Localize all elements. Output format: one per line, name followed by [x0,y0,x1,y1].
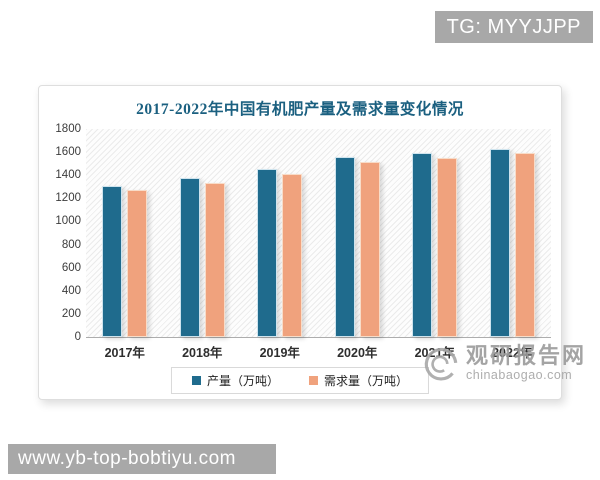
x-tick-label: 2022年 [492,346,533,360]
legend: 产量（万吨） 需求量（万吨） [170,367,430,394]
bar-group [474,129,552,337]
watermark-text: 观研报告网 chinabaogao.com [466,344,586,383]
watermark-swirl-icon [420,344,462,391]
x-tick-label: 2019年 [259,346,300,360]
plot-area [86,129,551,338]
bar-series-0 [257,168,278,337]
bar-series-0 [334,156,355,337]
bar-group [86,129,164,337]
legend-item-0: 产量（万吨） [191,372,279,389]
y-tick-label: 400 [61,284,81,297]
bar-series-1 [282,173,303,337]
y-tick-label: 800 [61,238,81,251]
bar-group [164,129,242,337]
bar-series-1 [127,190,148,337]
y-tick-label: 1600 [55,146,81,159]
bar-series-1 [204,182,225,337]
bar-series-1 [437,157,458,337]
watermark: 观研报告网 chinabaogao.com [420,344,590,391]
chart-title: 2017-2022年中国有机肥产量及需求量变化情况 [136,101,464,118]
url-bar: www.yb-top-bobtiyu.com [8,444,276,474]
x-tick-label: 2020年 [337,346,378,360]
y-axis: 0 200 400 600 800 1000 1200 1400 1600 1800 [39,123,81,343]
watermark-domain: chinabaogao.com [466,368,573,382]
legend-label: 产量（万吨） [206,374,279,388]
bar-series-1 [359,161,380,337]
legend-label: 需求量（万吨） [324,374,409,388]
legend-swatch-icon [191,376,201,385]
legend-item-1: 需求量（万吨） [309,372,408,389]
watermark-name: 观研报告网 [466,343,587,368]
legend-swatch-icon [309,376,318,385]
y-tick-label: 1800 [55,123,81,135]
bar-series-0 [179,178,200,337]
y-tick-label: 200 [61,307,81,320]
bar-series-0 [102,185,123,337]
chart-card: 2017-2022年中国有机肥产量及需求量变化情况 0 200 400 600 800 1… [38,85,562,400]
bar-group [241,129,319,337]
bar-series-1 [514,153,535,337]
bar-series-0 [412,153,433,337]
y-tick-label: 1000 [55,215,81,228]
bar-group [319,129,397,337]
y-tick-label: 1200 [55,192,81,205]
y-tick-label: 600 [61,261,81,274]
bar-series-0 [489,148,510,337]
y-tick-label: 0 [74,331,81,343]
y-tick-label: 1400 [55,169,81,182]
telegram-badge: TG: MYYJJPP [434,11,593,43]
bar-group [396,129,474,337]
x-tick-label: 2017年 [104,346,145,360]
x-tick-label: 2018年 [182,346,223,360]
